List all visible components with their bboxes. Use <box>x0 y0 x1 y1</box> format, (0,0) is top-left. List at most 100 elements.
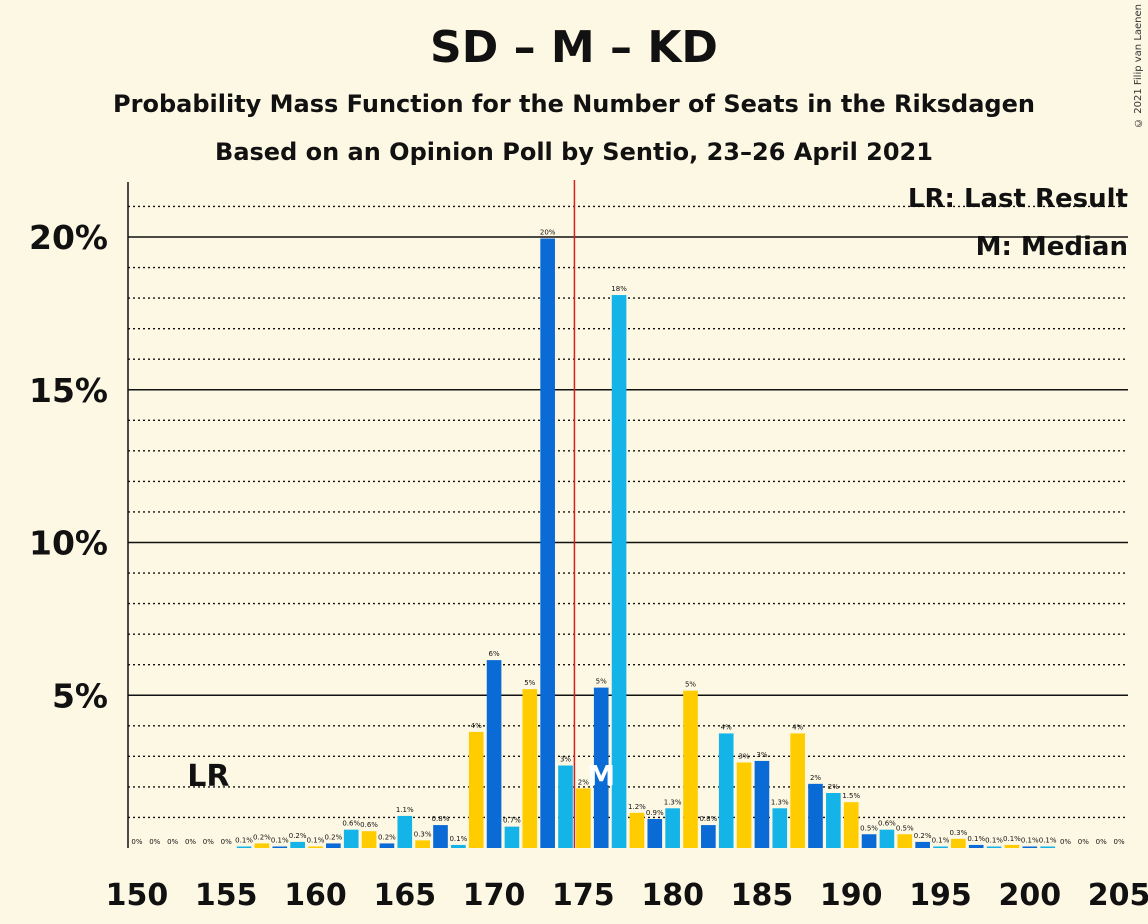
bar-data-label: 0.6% <box>878 820 896 828</box>
bar-seat-189 <box>826 793 841 848</box>
bar-data-label: 1.1% <box>396 806 414 814</box>
bar-seat-201 <box>1040 846 1055 848</box>
bar-data-label: 0.1% <box>1003 835 1021 843</box>
bar-data-label: 0.1% <box>235 836 253 844</box>
bar-data-label: 1.2% <box>628 803 646 811</box>
x-tick-label: 150 <box>106 878 169 913</box>
bar-data-label: 3% <box>756 751 767 759</box>
bar-data-label: 0% <box>221 838 232 846</box>
bar-data-label: 0.1% <box>307 836 325 844</box>
bar-data-label: 3% <box>739 752 750 760</box>
bar-data-label: 0.1% <box>271 836 289 844</box>
bar-seat-158 <box>272 846 288 848</box>
y-tick-label: 15% <box>29 371 108 410</box>
bar-data-label: 0.1% <box>449 835 467 843</box>
chart-subtitle: Probability Mass Function for the Number… <box>113 90 1035 118</box>
x-tick-label: 170 <box>463 878 526 913</box>
bar-data-label: 0.3% <box>949 829 967 837</box>
bar-data-label: 0% <box>1096 838 1107 846</box>
bar-data-label: 0% <box>131 838 142 846</box>
bar-seat-195 <box>933 846 948 848</box>
bar-data-label: 0% <box>167 838 178 846</box>
bar-data-label: 0% <box>149 838 160 846</box>
bar-data-label: 0% <box>1114 838 1125 846</box>
bar-seat-187 <box>790 733 805 848</box>
bar-data-label: 0.3% <box>414 830 432 838</box>
bar-seat-161 <box>326 843 341 848</box>
bar-seat-181 <box>683 690 698 848</box>
bar-data-label: 3% <box>560 756 571 764</box>
y-tick-label: 10% <box>29 524 108 563</box>
last-result-marker: LR <box>187 759 229 794</box>
bar-seat-185 <box>754 760 770 848</box>
bar-seat-168 <box>451 844 466 848</box>
bar-data-label: 0% <box>185 838 196 846</box>
bar-seat-170 <box>486 660 502 848</box>
bar-seat-178 <box>629 812 645 848</box>
bar-seat-180 <box>665 808 680 848</box>
chart-subtitle-poll: Based on an Opinion Poll by Sentio, 23–2… <box>215 138 933 166</box>
bar-seat-198 <box>986 846 1002 848</box>
bar-data-label: 0% <box>1060 838 1071 846</box>
median-marker: M <box>587 759 615 792</box>
x-tick-label: 180 <box>641 878 704 913</box>
bar-seat-192 <box>879 829 895 848</box>
bar-seat-191 <box>861 834 877 848</box>
bar-data-label: 4% <box>721 723 732 731</box>
bar-data-label: 0.8% <box>432 815 450 823</box>
x-tick-label: 160 <box>284 878 347 913</box>
bar-seat-171 <box>504 826 520 848</box>
bar-data-label: 0% <box>1078 838 1089 846</box>
bar-seat-196 <box>951 838 966 848</box>
bar-data-label: 0.5% <box>860 824 878 832</box>
bar-seat-166 <box>415 840 430 848</box>
bar-data-label: 0.1% <box>1021 836 1039 844</box>
bar-seat-159 <box>290 841 305 848</box>
bar-data-label: 2% <box>810 774 821 782</box>
bar-seat-167 <box>433 825 448 848</box>
bar-seat-156 <box>236 846 252 848</box>
bar-seat-164 <box>379 843 395 848</box>
bar-data-label: 5% <box>596 678 607 686</box>
bar-data-label: 2% <box>578 778 589 786</box>
x-tick-label: 205 <box>1088 878 1148 913</box>
bar-data-label: 0.1% <box>967 835 985 843</box>
bar-seat-163 <box>361 831 377 848</box>
bar-seat-199 <box>1004 844 1020 848</box>
x-tick-label: 185 <box>731 878 794 913</box>
bar-data-label: 0.2% <box>289 832 307 840</box>
bar-data-label: 5% <box>524 679 535 687</box>
bar-seat-169 <box>468 731 484 848</box>
bar-data-label: 0.6% <box>342 820 360 828</box>
bar-data-label: 0.1% <box>932 836 950 844</box>
chart-title: SD – M – KD <box>430 22 718 73</box>
bar-seat-160 <box>308 846 323 848</box>
bar-seat-197 <box>968 844 984 848</box>
bar-data-label: 4% <box>792 723 803 731</box>
bar-seat-157 <box>254 843 270 848</box>
x-tick-label: 200 <box>998 878 1061 913</box>
x-tick-label: 165 <box>373 878 436 913</box>
bar-data-label: 20% <box>540 229 556 237</box>
bar-seat-174 <box>558 765 573 848</box>
bar-seat-175 <box>576 788 591 848</box>
bar-seat-190 <box>843 802 859 848</box>
bar-data-label: 0.2% <box>253 833 271 841</box>
bar-seat-162 <box>343 829 359 848</box>
bar-seat-176 <box>593 687 609 848</box>
bar-data-label: 0.8% <box>699 815 717 823</box>
bar-data-label: 0% <box>203 838 214 846</box>
bar-seat-177 <box>611 295 627 848</box>
bar-data-label: 0.1% <box>985 836 1003 844</box>
bar-data-label: 18% <box>611 285 627 293</box>
bar-seat-165 <box>397 815 413 848</box>
bar-seat-173 <box>540 238 555 849</box>
legend-last-result: LR: Last Result <box>907 184 1128 214</box>
x-tick-label: 195 <box>909 878 972 913</box>
bar-seat-194 <box>915 841 930 848</box>
bar-seat-182 <box>701 825 716 848</box>
bar-data-label: 0.6% <box>360 821 378 829</box>
bar-data-label: 0.2% <box>914 832 932 840</box>
bar-seat-172 <box>522 689 538 848</box>
